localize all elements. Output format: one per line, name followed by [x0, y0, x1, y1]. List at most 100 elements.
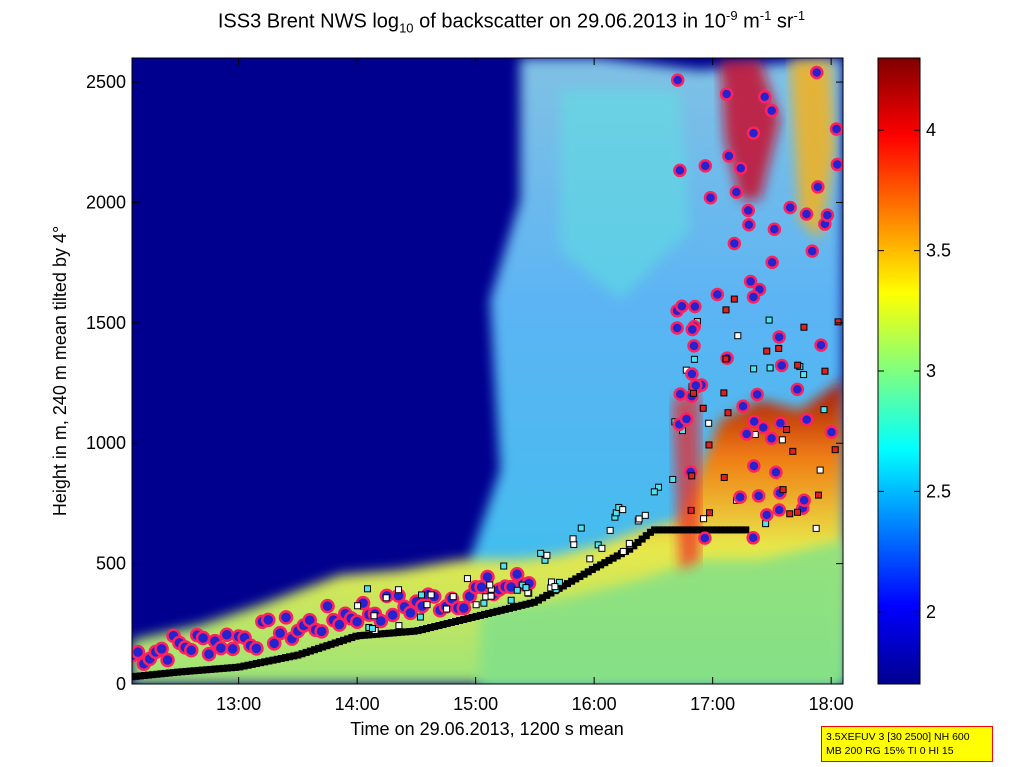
layer-square-marker [489, 608, 497, 616]
cloud-layer-marker [790, 382, 805, 397]
cloud-layer-marker [688, 299, 702, 314]
colorbar [877, 57, 921, 685]
layer-square-marker [626, 545, 634, 553]
layer-square-marker [335, 638, 343, 646]
aerosol-layer-marker [314, 624, 329, 639]
cloud-layer-marker [675, 299, 689, 313]
layer-square-marker [310, 646, 318, 654]
cloud-layer-marker [820, 208, 835, 222]
cloud-base-square [689, 389, 697, 397]
layer-square-marker [742, 526, 750, 534]
layer-square-marker [485, 609, 493, 617]
layer-square-marker [331, 639, 339, 647]
detected-layer-square [619, 547, 627, 555]
layer-square-marker [132, 672, 140, 680]
layer-square-marker [319, 643, 327, 651]
cloud-base-square [793, 508, 801, 516]
cloud-layer-marker [685, 322, 700, 337]
layer-square-marker [393, 629, 401, 637]
detected-layer-square [500, 562, 508, 570]
layer-square-marker [186, 667, 194, 675]
layer-square-marker [414, 627, 422, 635]
x-tick-label: 18:00 [809, 694, 854, 714]
x-tick-label: 15:00 [453, 694, 498, 714]
cloud-layer-marker [811, 180, 825, 194]
detected-layer-square [417, 591, 425, 599]
cloud-layer-marker [751, 489, 766, 503]
layer-square-marker [609, 554, 617, 562]
layer-square-marker [547, 589, 555, 597]
layer-square-marker [427, 624, 435, 632]
x-tick-label: 13:00 [216, 694, 261, 714]
layer-square-marker [244, 661, 252, 669]
cloud-base-square [831, 446, 839, 454]
layer-square-marker [364, 631, 372, 639]
colorbar-tick-label: 3.5 [926, 241, 951, 261]
layer-square-marker [452, 617, 460, 625]
layer-square-marker [526, 599, 534, 607]
layer-square-marker [705, 526, 713, 534]
detected-layer-square [480, 599, 488, 607]
detected-layer-square [543, 551, 551, 559]
cloud-layer-marker [799, 207, 814, 221]
aerosol-layer-marker [403, 605, 418, 621]
layer-square-marker [215, 665, 223, 673]
layer-square-marker [472, 612, 480, 620]
layer-square-marker [360, 631, 368, 639]
cloud-base-square [688, 472, 696, 480]
layer-square-marker [385, 629, 393, 637]
layer-square-marker [481, 610, 489, 618]
cloud-layer-marker [727, 236, 742, 251]
layer-square-marker [406, 628, 414, 636]
cloud-layer-marker [797, 493, 811, 508]
layer-square-marker [456, 616, 464, 624]
layer-square-marker [157, 670, 165, 678]
detected-layer-square [555, 578, 563, 586]
aerosol-layer-marker [373, 613, 389, 629]
detected-layer-square [765, 316, 773, 324]
layer-square-marker [377, 630, 385, 638]
colorbar-tick-label: 2.5 [926, 481, 951, 501]
layer-square-marker [630, 542, 638, 550]
cloud-base-square [722, 355, 730, 363]
aerosol-layer-marker [154, 641, 169, 657]
layer-square-marker [194, 666, 202, 674]
layer-square-marker [211, 665, 219, 673]
detected-layer-square [762, 520, 770, 528]
layer-square-marker [530, 598, 538, 606]
layer-square-marker [443, 620, 451, 628]
cloud-base-square [705, 441, 713, 449]
detected-layer-square [778, 436, 786, 444]
layer-square-marker [572, 575, 580, 583]
cloud-layer-marker [769, 465, 783, 479]
cloud-base-square [834, 318, 842, 326]
layer-square-marker [501, 605, 509, 613]
layer-square-marker [447, 619, 455, 627]
detected-layer-square [364, 585, 372, 593]
layer-square-marker [352, 632, 360, 640]
cloud-base-square [720, 473, 728, 481]
detected-layer-square [472, 601, 480, 609]
cloud-layer-marker [733, 490, 747, 504]
detected-layer-square [395, 622, 403, 630]
cloud-base-square [699, 404, 707, 412]
layer-square-marker [646, 528, 654, 536]
layer-square-marker [605, 556, 613, 564]
layer-square-marker [269, 656, 277, 664]
layer-square-marker [680, 526, 688, 534]
layer-square-marker [294, 651, 302, 659]
settings-info-box: 3.5XEFUV 3 [30 2500] NH 600 MB 200 RG 15… [821, 726, 993, 762]
layer-square-marker [717, 526, 725, 534]
detected-layer-square [705, 419, 713, 427]
cloud-layer-marker [698, 159, 713, 173]
y-tick-label: 1000 [86, 433, 126, 453]
layer-square-marker [460, 615, 468, 623]
x-tick-label: 14:00 [335, 694, 380, 714]
layer-square-marker [493, 607, 501, 615]
cloud-layer-marker [765, 255, 779, 270]
y-axis-label: Height in m, 240 m mean tilted by 4° [50, 226, 70, 516]
layer-square-marker [340, 636, 348, 644]
layer-square-marker [700, 526, 708, 534]
detected-layer-square [507, 596, 515, 604]
cloud-layer-marker [743, 274, 758, 289]
